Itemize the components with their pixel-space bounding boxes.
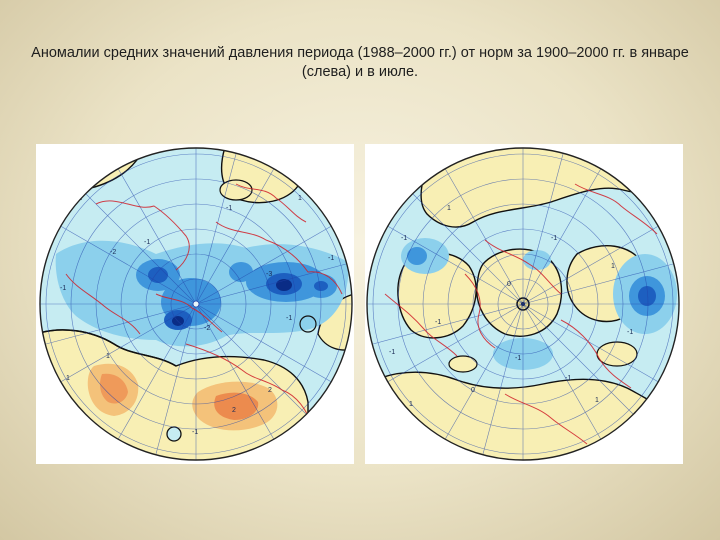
negative-anomaly-core: [638, 286, 656, 306]
zero-contour-circle: [299, 315, 317, 333]
zero-contour-circle: [166, 426, 182, 442]
contour-label: -2: [110, 249, 116, 256]
contour-label: -1: [401, 235, 407, 242]
positive-anomaly-region: [448, 355, 478, 373]
negative-anomaly-core: [148, 267, 168, 283]
negative-anomaly-region: [229, 262, 253, 282]
contour-label: -1: [60, 285, 66, 292]
contour-label: -3: [266, 271, 272, 278]
contour-label: -1: [435, 319, 441, 326]
contour-label: 1: [409, 401, 413, 408]
contour-label: -1: [515, 355, 521, 362]
coastlines: [65, 183, 343, 431]
contour-label: -2: [204, 325, 210, 332]
contour-label: -1: [389, 349, 395, 356]
graticule: [367, 148, 679, 460]
contour-label: -1: [192, 429, 198, 436]
graticule: [40, 148, 352, 460]
january-map-svg: -1 -2 -1 -1 -3 -1 -2 2 -1 -1 1 1 2 1 -1: [39, 147, 353, 461]
contour-label: 1: [447, 205, 451, 212]
contour-label: 1: [106, 353, 110, 360]
contour-label: 1: [298, 195, 302, 202]
north-pole-marker: [192, 300, 200, 308]
slide-title: Аномалии средних значений давления перио…: [31, 45, 689, 80]
positive-anomaly-region: [397, 252, 477, 339]
contour-label: -1: [551, 235, 557, 242]
positive-anomaly-region: [596, 341, 638, 367]
contour-label: 0: [471, 387, 475, 394]
zero-contour-circle: [418, 429, 432, 443]
contour-label: -1: [144, 239, 150, 246]
july-pressure-anomaly-map: -1 -1 1 -1 0 1 -1 -1 0 1 1 -1 -1: [365, 144, 683, 464]
contour-label: 2: [268, 387, 272, 394]
contour-label: -1: [565, 375, 571, 382]
contour-label: 2: [232, 407, 236, 414]
positive-anomaly-core: [100, 373, 128, 404]
coastlines: [384, 183, 658, 445]
contour-label: 0: [507, 281, 511, 288]
map-outline: [39, 147, 353, 461]
contour-label: 1: [66, 375, 70, 382]
contour-label: -1: [286, 315, 292, 322]
contour-label: 1: [611, 263, 615, 270]
zero-contour-line: [40, 329, 177, 367]
july-map-svg: -1 -1 1 -1 0 1 -1 -1 0 1 1 -1 -1: [366, 147, 680, 461]
negative-anomaly-core: [314, 281, 328, 291]
contour-label: 1: [595, 397, 599, 404]
contour-label: -1: [226, 205, 232, 212]
january-pressure-anomaly-map: -1 -2 -1 -1 -3 -1 -2 2 -1 -1 1 1 2 1 -1: [36, 144, 354, 464]
map-outline: [366, 147, 680, 461]
contour-label: -1: [328, 255, 334, 262]
negative-anomaly-core: [276, 279, 292, 291]
negative-anomaly-region: [407, 247, 427, 265]
contour-label: -1: [627, 329, 633, 336]
